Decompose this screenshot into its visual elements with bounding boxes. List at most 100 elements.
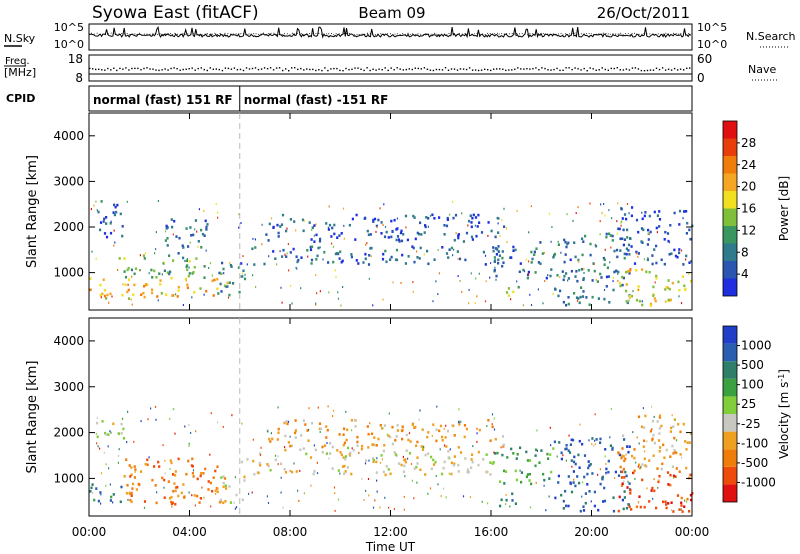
- data-cell: [99, 283, 102, 287]
- nave-point: [333, 67, 335, 70]
- scatter-cell: [672, 476, 675, 479]
- scatter-cell: [443, 427, 445, 430]
- data-cell: [642, 228, 645, 232]
- scatter-cell: [592, 444, 595, 447]
- data-cell: [277, 235, 280, 238]
- scatter-cell: [657, 486, 659, 489]
- nave-point: [384, 67, 386, 69]
- scatter-cell: [543, 251, 545, 254]
- power-colorbar-cell: [723, 261, 737, 279]
- scatter-cell: [261, 223, 263, 226]
- nave-point: [92, 68, 94, 70]
- data-cell: [263, 262, 266, 266]
- data-cell: [258, 461, 261, 465]
- data-cell: [200, 246, 203, 249]
- nave-point: [263, 67, 266, 69]
- data-cell: [454, 213, 458, 217]
- data-cell: [622, 228, 625, 232]
- data-cell: [625, 252, 628, 256]
- data-cell: [588, 303, 591, 306]
- scatter-cell: [133, 440, 135, 443]
- scatter-cell: [457, 421, 460, 424]
- data-cell: [121, 293, 124, 297]
- nave-point: [245, 67, 248, 69]
- data-cell: [294, 431, 297, 435]
- data-cell: [372, 458, 375, 462]
- data-cell: [325, 222, 328, 225]
- data-cell: [163, 478, 166, 482]
- data-cell: [284, 448, 287, 452]
- data-cell: [600, 276, 603, 279]
- scatter-cell: [594, 413, 596, 416]
- data-cell: [391, 425, 394, 429]
- data-cell: [662, 500, 665, 504]
- scatter-cell: [412, 281, 414, 284]
- nave-point: [689, 67, 691, 69]
- scatter-cell: [638, 442, 640, 445]
- scatter-cell: [506, 241, 508, 244]
- scatter-cell: [682, 217, 684, 220]
- data-cell: [344, 470, 347, 473]
- scatter-cell: [458, 421, 460, 424]
- data-cell: [240, 460, 243, 464]
- power-colorbar-cell: [723, 156, 737, 174]
- data-cell: [167, 480, 170, 483]
- scatter-cell: [527, 272, 529, 275]
- scatter-cell: [203, 496, 205, 499]
- data-cell: [490, 229, 493, 233]
- data-cell: [174, 486, 178, 489]
- data-cell: [174, 489, 177, 493]
- scatter-cell: [172, 408, 174, 411]
- data-cell: [283, 421, 286, 425]
- data-cell: [387, 468, 390, 471]
- data-cell: [655, 244, 658, 248]
- data-cell: [103, 289, 107, 292]
- nave-point: [336, 67, 338, 70]
- data-cell: [226, 285, 229, 288]
- scatter-cell: [680, 508, 682, 511]
- data-cell: [390, 235, 393, 239]
- data-cell: [220, 272, 223, 275]
- data-cell: [353, 418, 356, 422]
- data-cell: [193, 494, 196, 497]
- velocity-colorbar-tick-label: 500: [741, 358, 764, 372]
- scatter-cell: [671, 414, 673, 417]
- data-cell: [310, 238, 313, 241]
- data-cell: [289, 444, 292, 448]
- xtick-label: 20:00: [574, 525, 609, 539]
- data-cell: [433, 217, 436, 220]
- scatter-cell: [315, 302, 317, 305]
- scatter-cell: [608, 209, 610, 212]
- nave-point: [625, 68, 628, 70]
- scatter-cell: [93, 204, 95, 207]
- data-cell: [311, 421, 314, 425]
- xtick-label: 00:00: [72, 525, 107, 539]
- data-cell: [375, 444, 378, 447]
- data-cell: [685, 210, 688, 213]
- data-cell: [510, 447, 513, 451]
- data-cell: [492, 246, 495, 249]
- data-cell: [186, 268, 189, 272]
- data-cell: [662, 443, 665, 447]
- nave-point: [342, 70, 344, 72]
- data-cell: [577, 297, 580, 300]
- scatter-cell: [614, 477, 616, 479]
- data-cell: [658, 414, 662, 417]
- data-cell: [222, 501, 225, 505]
- scatter-cell: [368, 494, 370, 497]
- data-cell: [349, 451, 352, 455]
- data-cell: [300, 434, 303, 437]
- data-cell: [640, 425, 643, 429]
- data-cell: [648, 270, 651, 274]
- data-cell: [357, 262, 360, 265]
- nave-point: [432, 69, 435, 72]
- data-cell: [187, 459, 190, 463]
- scatter-cell: [144, 252, 147, 255]
- scatter-cell: [388, 506, 390, 509]
- scatter-cell: [169, 417, 171, 420]
- data-cell: [567, 296, 570, 299]
- data-cell: [638, 495, 641, 498]
- data-cell: [583, 454, 587, 457]
- nsearch-label: N.Search: [746, 30, 796, 43]
- data-cell: [400, 463, 403, 467]
